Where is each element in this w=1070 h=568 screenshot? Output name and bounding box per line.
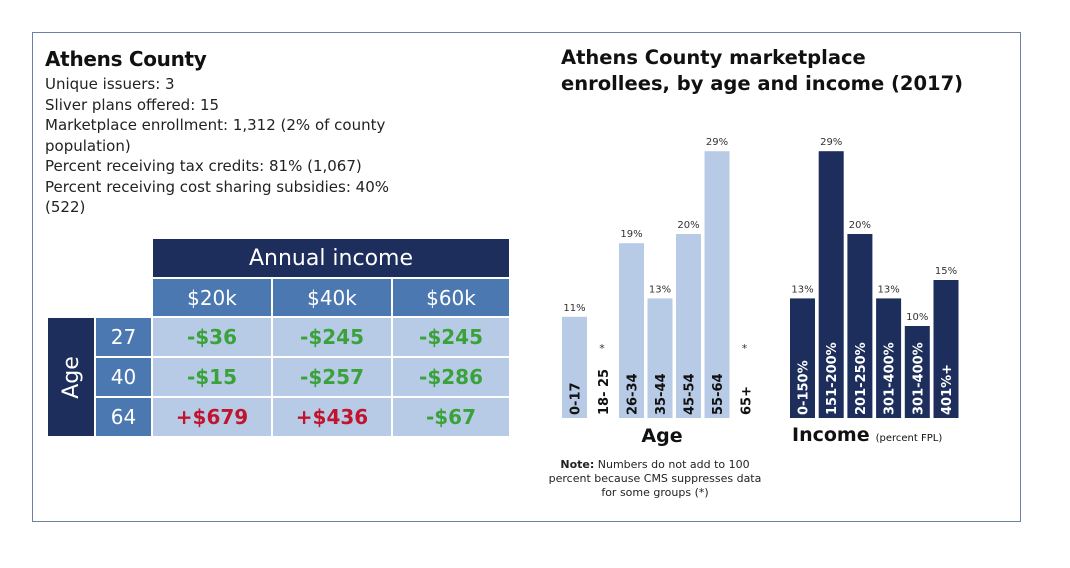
bar-value-label: 29% xyxy=(706,137,728,148)
category-label: 55-64 xyxy=(711,373,726,415)
bar-value-label: 11% xyxy=(563,303,585,314)
stat-enrollment: Marketplace enrollment: 1,312 (2% of cou… xyxy=(45,116,386,155)
category-label: 201-250% xyxy=(854,342,869,415)
suppressed-marker: * xyxy=(599,342,605,355)
stat-cost-sharing: Percent receiving cost sharing subsidies… xyxy=(45,177,390,217)
suppressed-marker: * xyxy=(742,342,748,355)
table-cell: +$436 xyxy=(273,398,391,436)
category-label: 301-400% xyxy=(883,342,898,415)
bar xyxy=(790,298,815,418)
annual-income-header: Annual income xyxy=(153,239,509,277)
stat-tax-credits: Percent receiving tax credits: 81% (1,06… xyxy=(45,157,362,175)
age-header: Age xyxy=(48,318,94,436)
table-cell: -$286 xyxy=(393,358,509,396)
income-axis-label: Income (percent FPL) xyxy=(792,424,942,446)
county-stats: Unique issuers: 3 Sliver plans offered: … xyxy=(45,74,425,218)
table-cell: +$679 xyxy=(153,398,271,436)
column-header: $20k xyxy=(153,279,271,316)
category-label: 65+ xyxy=(740,386,755,415)
income-axis-note: (percent FPL) xyxy=(876,433,943,444)
bar-value-label: 20% xyxy=(677,220,699,231)
bar-value-label: 10% xyxy=(906,312,928,323)
category-label: 26-34 xyxy=(626,373,641,415)
bar xyxy=(818,151,844,418)
bar xyxy=(647,298,673,418)
age-chart: 11% 0-17 18- 25 * 19% 26-34 13% 35-44 20% 45-54 29… xyxy=(562,137,755,418)
category-label: 301-400% xyxy=(911,342,926,415)
county-title: Athens County xyxy=(45,47,207,71)
note-bold: Note: xyxy=(560,458,595,471)
row-header-age: 64 xyxy=(96,398,151,436)
bar-value-label: 20% xyxy=(849,220,871,231)
table-cell: -$67 xyxy=(393,398,509,436)
category-label: 18- 25 xyxy=(597,369,612,415)
bar-value-label: 19% xyxy=(620,229,642,240)
column-header: $60k xyxy=(393,279,509,316)
bar-value-label: 29% xyxy=(820,137,842,148)
category-label: 401%+ xyxy=(940,364,955,415)
bar-value-label: 13% xyxy=(791,284,813,295)
category-label: 0-17 xyxy=(569,382,584,415)
table-cell: -$36 xyxy=(153,318,271,356)
income-axis-title: Income xyxy=(792,424,870,446)
bar-value-label: 13% xyxy=(877,284,899,295)
note-text: Numbers do not add to 100 percent becaus… xyxy=(548,458,762,499)
infographic-frame xyxy=(32,32,1021,522)
bar xyxy=(847,234,873,418)
stat-issuers: Unique issuers: 3 xyxy=(45,75,175,93)
bar xyxy=(619,243,644,418)
chart-note: Note: Numbers do not add to 100 percent … xyxy=(540,458,770,500)
table-cell: -$257 xyxy=(273,358,391,396)
income-chart: 13% 0-150% 29% 151-200% 20% 201-250% 13% 301-40… xyxy=(790,137,959,418)
category-label: 35-44 xyxy=(654,373,669,415)
row-header-age: 27 xyxy=(96,318,151,356)
age-axis-label: Age xyxy=(641,425,682,447)
stat-plans: Sliver plans offered: 15 xyxy=(45,95,220,114)
bar xyxy=(676,234,701,418)
bar xyxy=(904,326,930,418)
bar xyxy=(933,280,959,418)
bar-value-label: 13% xyxy=(649,284,671,295)
category-label: 0-150% xyxy=(797,360,812,415)
row-header-age: 40 xyxy=(96,358,151,396)
bar xyxy=(562,316,587,418)
chart-title: Athens County marketplace enrollees, by … xyxy=(561,46,964,95)
table-cell: -$245 xyxy=(393,318,509,356)
table-cell: -$245 xyxy=(273,318,391,356)
bar-value-label: 15% xyxy=(935,266,957,277)
bar xyxy=(704,151,730,418)
category-label: 45-54 xyxy=(683,373,698,415)
category-label: 151-200% xyxy=(825,342,840,415)
bar xyxy=(876,298,902,418)
column-header: $40k xyxy=(273,279,391,316)
table-cell: -$15 xyxy=(153,358,271,396)
